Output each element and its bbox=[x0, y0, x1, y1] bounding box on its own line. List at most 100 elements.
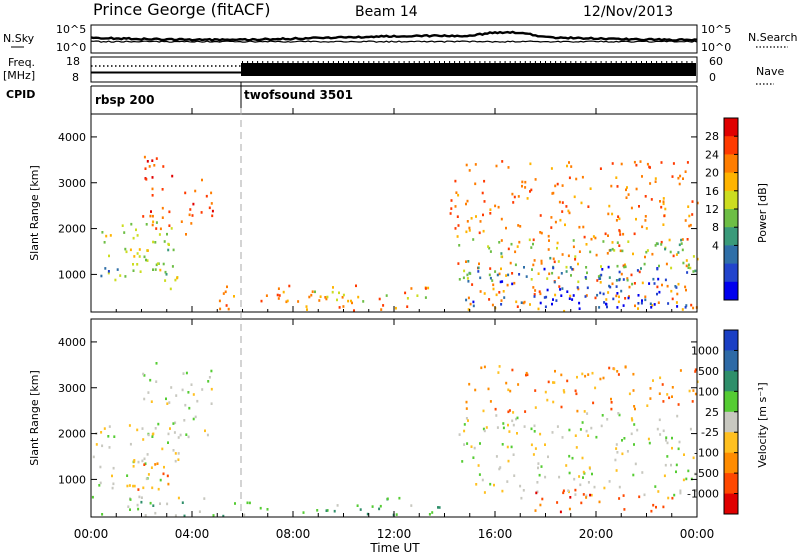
heatmap-cell bbox=[233, 295, 235, 298]
colorbar-tick-label: 1000 bbox=[691, 344, 719, 357]
colorbar-swatch bbox=[724, 154, 738, 174]
heatmap-cell bbox=[161, 206, 164, 210]
heatmap-cell bbox=[614, 458, 617, 462]
heatmap-cell bbox=[489, 208, 492, 211]
heatmap-cell bbox=[454, 179, 457, 183]
heatmap-cell bbox=[534, 406, 537, 409]
heatmap-cell bbox=[192, 393, 195, 396]
heatmap-cell bbox=[124, 275, 127, 278]
heatmap-cell bbox=[123, 231, 126, 234]
heatmap-cell bbox=[520, 301, 523, 304]
heatmap-cell bbox=[489, 212, 492, 215]
heatmap-cell bbox=[621, 439, 623, 442]
heatmap-cell bbox=[619, 249, 622, 253]
heatmap-cell bbox=[577, 262, 579, 266]
heatmap-cell bbox=[547, 380, 550, 384]
heatmap-cell bbox=[494, 270, 497, 273]
freq-panel bbox=[90, 56, 698, 83]
heatmap-cell bbox=[477, 270, 480, 273]
heatmap-cell bbox=[686, 161, 689, 164]
heatmap-cell bbox=[585, 494, 588, 498]
heatmap-cell bbox=[495, 414, 498, 417]
heatmap-cell bbox=[608, 366, 611, 370]
heatmap-cell bbox=[618, 278, 621, 282]
heatmap-cell bbox=[512, 423, 515, 427]
heatmap-cell bbox=[691, 200, 694, 203]
heatmap-cell bbox=[617, 300, 620, 304]
heatmap-cell bbox=[680, 242, 683, 245]
heatmap-cell bbox=[570, 274, 572, 277]
heatmap-cell bbox=[150, 400, 153, 403]
heatmap-cell bbox=[691, 213, 694, 216]
heatmap-cell bbox=[596, 279, 599, 282]
colorbar-tick-label: -25 bbox=[701, 426, 719, 439]
heatmap-cell bbox=[121, 224, 124, 227]
heatmap-cell bbox=[580, 201, 583, 205]
heatmap-cell bbox=[678, 182, 681, 186]
heatmap-cell bbox=[638, 205, 640, 208]
heatmap-cell bbox=[536, 490, 539, 494]
heatmap-cell bbox=[561, 253, 564, 256]
heatmap-cell bbox=[227, 307, 230, 311]
heatmap-cell bbox=[342, 293, 345, 297]
heatmap-cell bbox=[147, 473, 150, 476]
heatmap-cell bbox=[176, 276, 179, 280]
heatmap-cell bbox=[648, 282, 651, 285]
heatmap-cell bbox=[690, 303, 693, 307]
heatmap-cell bbox=[664, 463, 667, 467]
heatmap-cell bbox=[548, 239, 550, 242]
colorbar-tick-label: 4 bbox=[712, 239, 719, 252]
heatmap-cell bbox=[167, 482, 170, 486]
heatmap-cell bbox=[661, 383, 664, 386]
heatmap-cell bbox=[488, 273, 491, 277]
heatmap-cell bbox=[457, 262, 460, 265]
heatmap-cell bbox=[132, 236, 135, 240]
heatmap-cell bbox=[521, 184, 523, 188]
heatmap-cell bbox=[177, 436, 180, 439]
heatmap-cell bbox=[565, 270, 568, 273]
heatmap-cell bbox=[157, 487, 160, 491]
heatmap-cell bbox=[151, 435, 154, 438]
heatmap-cell bbox=[479, 220, 482, 223]
heatmap-cell bbox=[465, 407, 468, 410]
heatmap-cell bbox=[523, 266, 525, 269]
heatmap-cell bbox=[511, 192, 514, 196]
heatmap-cell bbox=[646, 404, 649, 407]
heatmap-cell bbox=[124, 247, 127, 251]
heatmap-cell bbox=[471, 283, 474, 286]
heatmap-cell bbox=[282, 290, 285, 294]
heatmap-cell bbox=[589, 187, 592, 190]
heatmap-cell bbox=[146, 259, 149, 262]
heatmap-cell bbox=[554, 184, 557, 188]
heatmap-cell bbox=[510, 445, 513, 449]
time-tick-label: 00:00 bbox=[680, 527, 715, 541]
heatmap-cell bbox=[634, 407, 636, 411]
heatmap-cell bbox=[498, 272, 501, 276]
heatmap-cell bbox=[171, 265, 174, 268]
heatmap-cell bbox=[671, 297, 674, 301]
heatmap-cell bbox=[680, 238, 683, 242]
heatmap-cell bbox=[169, 427, 171, 430]
heatmap-cell bbox=[581, 175, 584, 179]
heatmap-cell bbox=[511, 282, 514, 286]
heatmap-cell bbox=[679, 369, 682, 372]
nsearch-trace bbox=[90, 40, 698, 43]
heatmap-cell bbox=[491, 279, 494, 282]
nsky-tick-top: 10^5 bbox=[56, 23, 86, 36]
heatmap-cell bbox=[350, 299, 352, 303]
heatmap-cell bbox=[462, 276, 465, 280]
heatmap-cell bbox=[507, 247, 510, 251]
time-tick-label: 08:00 bbox=[276, 527, 311, 541]
heatmap-cell bbox=[649, 387, 652, 390]
heatmap-cell bbox=[378, 297, 381, 301]
heatmap-cell bbox=[450, 199, 453, 202]
heatmap-cell bbox=[618, 270, 621, 274]
heatmap-cell bbox=[634, 462, 637, 466]
heatmap-cell bbox=[103, 241, 106, 244]
heatmap-cell bbox=[618, 413, 621, 417]
heatmap-cell bbox=[589, 250, 592, 254]
nave-tick-top: 60 bbox=[709, 55, 723, 68]
heatmap-cell bbox=[470, 445, 473, 448]
power-colorbar-label: Power [dB] bbox=[756, 183, 769, 243]
nave-label: Nave bbox=[756, 65, 784, 78]
